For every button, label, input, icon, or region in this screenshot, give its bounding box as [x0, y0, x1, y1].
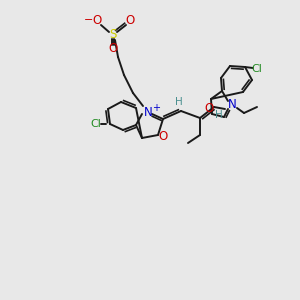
- Text: S: S: [109, 28, 117, 41]
- Text: O: O: [204, 101, 214, 115]
- Text: O: O: [92, 14, 102, 28]
- Text: N: N: [228, 98, 236, 112]
- Text: H: H: [215, 110, 223, 120]
- Text: O: O: [125, 14, 135, 28]
- Text: N: N: [144, 106, 152, 118]
- Text: +: +: [152, 103, 160, 113]
- Text: H: H: [175, 97, 183, 107]
- Text: O: O: [158, 130, 168, 142]
- Text: O: O: [108, 43, 118, 56]
- Text: −: −: [84, 15, 94, 25]
- Text: Cl: Cl: [252, 64, 262, 74]
- Text: Cl: Cl: [91, 119, 101, 129]
